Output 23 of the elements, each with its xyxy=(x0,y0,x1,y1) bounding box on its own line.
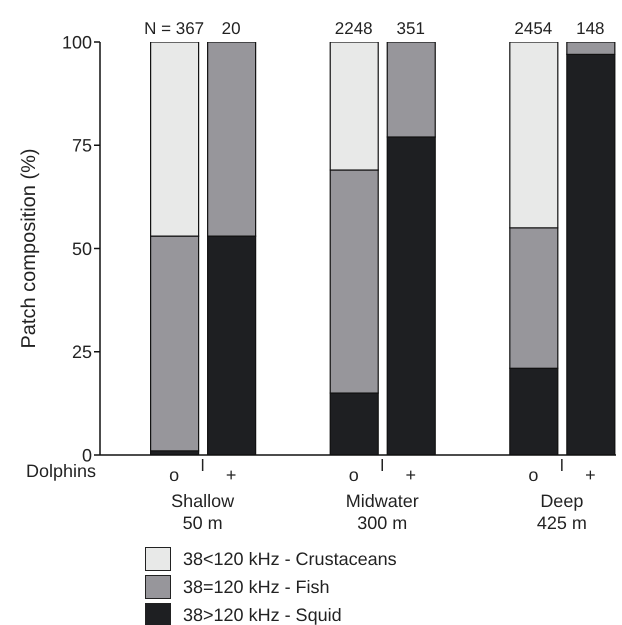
text: 20 xyxy=(222,19,241,38)
x-tick-label: + xyxy=(226,465,236,485)
legend-label: 38<120 kHz - Crustaceans xyxy=(183,548,397,570)
y-axis-title: Patch composition (%) xyxy=(18,148,40,349)
y-tick-label: 75 xyxy=(72,136,92,156)
text: 2248 xyxy=(334,19,373,38)
legend-label: 38=120 kHz - Fish xyxy=(183,576,330,598)
x-tick-label: o xyxy=(348,465,359,485)
text: N = 367 xyxy=(144,19,204,38)
y-tick-label: 50 xyxy=(72,238,92,259)
text: Shallow 50 m xyxy=(171,491,236,533)
text: 148 xyxy=(576,19,605,38)
x-tick-label: o xyxy=(169,465,180,485)
text: 2454 xyxy=(514,19,552,38)
y-tick-label: 100 xyxy=(62,32,92,52)
text: Deep 425 m xyxy=(536,491,587,533)
legend-label: 38>120 kHz - Squid xyxy=(183,604,342,625)
text: 351 xyxy=(396,19,425,38)
y-tick-label: 25 xyxy=(72,342,92,362)
x-tick-label: + xyxy=(585,465,596,485)
x-tick-label: o xyxy=(528,465,538,485)
text: Midwater 300 m xyxy=(346,491,419,533)
x-tick-label: + xyxy=(405,465,416,485)
